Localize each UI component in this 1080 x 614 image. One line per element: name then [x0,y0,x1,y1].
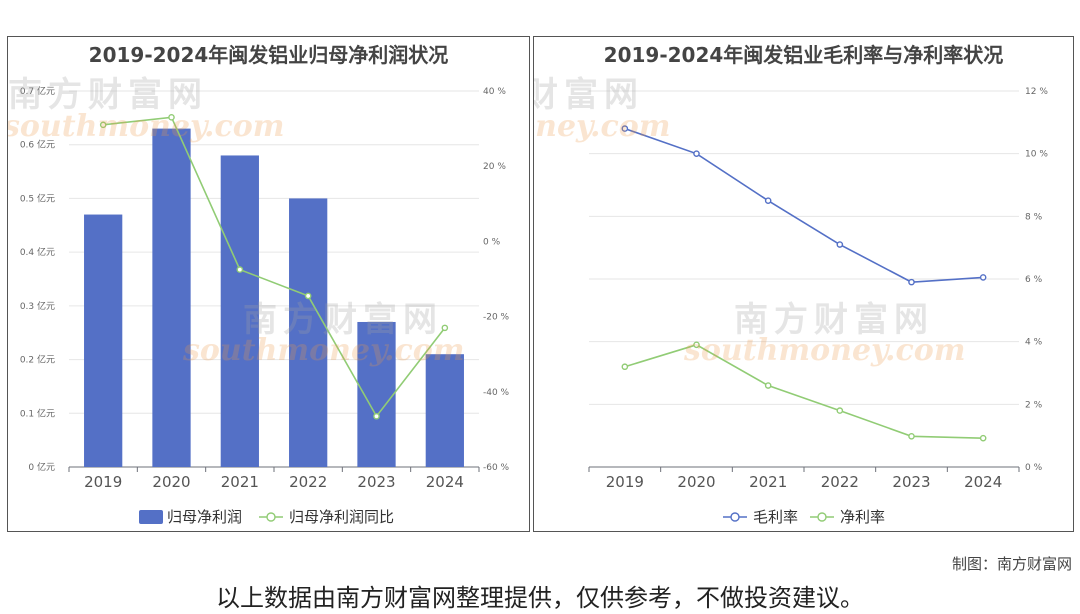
series-line [624,127,984,283]
data-point [764,197,772,204]
y-left-tick-label: 0.5 亿元 [20,192,55,204]
x-tick-label: 2019 [606,473,644,491]
data-point [979,434,987,442]
x-tick-label: 2021 [749,473,787,491]
y-right-tick-label: 10 % [1025,150,1048,160]
data-point [693,341,700,349]
legend-label: 净利率 [840,508,885,526]
disclaimer-text: 以上数据由南方财富网整理提供，仅供参考，不做投资建议。 [216,584,864,612]
bar [220,155,259,467]
bar [357,321,396,467]
y-right-tick-label: 0 % [483,237,501,247]
bar [152,128,191,467]
data-point [836,241,844,248]
data-point [693,150,700,157]
left-chart-title: 2019-2024年闽发铝业归母净利润状况 [88,43,449,67]
x-tick-label: 2021 [221,473,259,491]
legend-swatch-marker [730,512,740,522]
right-chart-title: 2019-2024年闽发铝业毛利率与净利率状况 [603,43,1004,67]
x-tick-label: 2022 [289,473,327,491]
y-right-tick-label: 40 % [483,87,506,97]
legend-label: 归母净利润同比 [289,508,394,526]
y-left-tick-label: 0.4 亿元 [20,246,55,258]
left-chart-panel: 0 亿元 0.1 亿元 0.2 亿元 0.3 亿元 0.4 亿元 0.5 亿元 0.6 亿元… [7,36,530,532]
left-chart-svg: 0 亿元 0.1 亿元 0.2 亿元 0.3 亿元 0.4 亿元 0.5 亿元 0.6 亿元… [20,85,510,526]
y-right-tick-label: -60 % [483,463,510,473]
y-right-tick-label: 12 % [1025,87,1048,97]
data-point [621,363,629,371]
x-tick-label: 2022 [821,473,859,491]
y-left-tick-label: 0.7 亿元 [20,85,55,97]
x-tick-label: 2020 [152,473,190,491]
y-right-tick-label: 6 % [1025,275,1043,285]
y-left-tick-label: 0.2 亿元 [20,354,55,366]
data-point [836,407,844,414]
y-right-tick-label: 4 % [1025,338,1043,348]
data-point [764,382,772,389]
x-tick-label: 2023 [357,473,395,491]
data-point [908,278,915,286]
y-right-tick-label: 2 % [1025,400,1043,410]
y-right-tick-label: 0 % [1025,463,1043,473]
data-point [441,324,449,332]
data-point [236,266,244,273]
legend-swatch-bar [139,510,163,524]
x-tick-label: 2024 [964,473,1002,491]
x-tick-label: 2024 [426,473,464,491]
right-chart-panel: 0 % 2 % 4 % 6 % 8 % 10 % 12 % 2019 2020 2021 2022 2… [533,36,1074,532]
x-tick-label: 2023 [892,473,930,491]
data-point [99,121,107,129]
series-line-yoy [103,116,446,418]
data-point [979,274,987,281]
y-right-tick-label: 20 % [483,162,506,172]
bar [425,354,464,467]
data-point [908,432,915,440]
data-point [304,292,312,300]
data-point [168,114,175,121]
y-left-tick-label: 0.3 亿元 [20,300,55,312]
y-right-tick-label: -20 % [483,313,510,323]
legend-swatch-marker [817,512,827,522]
chart-credit: 制图：南方财富网 [951,555,1072,573]
legend-label: 毛利率 [753,508,798,526]
y-left-tick-label: 0 亿元 [28,461,55,473]
data-point [621,125,629,132]
legend-swatch-marker [266,512,276,522]
y-right-tick-label: -40 % [483,388,510,398]
y-left-tick-label: 0.1 亿元 [20,407,55,419]
bar [84,214,123,467]
y-left-tick-label: 0.6 亿元 [20,139,55,151]
y-right-tick-label: 8 % [1025,212,1043,222]
x-tick-label: 2020 [677,473,715,491]
bar [289,198,328,467]
data-point [373,412,380,420]
right-chart-svg: 0 % 2 % 4 % 6 % 8 % 10 % 12 % 2019 2020 2021 2022 2… [588,87,1048,526]
x-tick-label: 2019 [84,473,122,491]
series-line [624,343,984,439]
legend-label: 归母净利润 [167,508,242,526]
